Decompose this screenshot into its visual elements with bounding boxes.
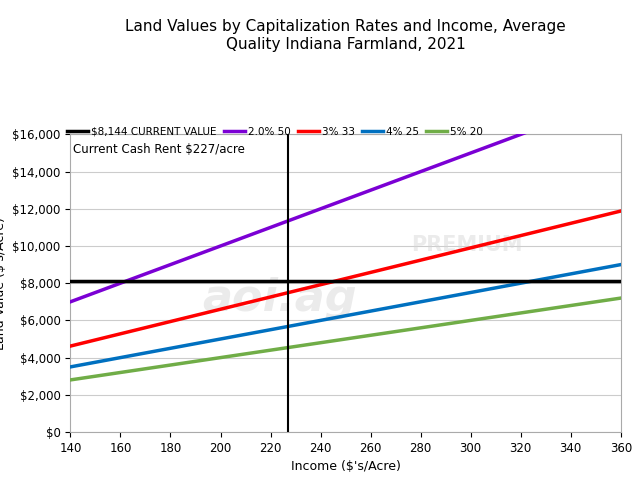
Text: Land Values by Capitalization Rates and Income, Average
Quality Indiana Farmland: Land Values by Capitalization Rates and … — [125, 19, 566, 52]
Text: aoi.ag: aoi.ag — [202, 276, 357, 320]
Legend: $8,144 CURRENT VALUE, 2.0% 50, 3% 33, 4% 25, 5% 20: $8,144 CURRENT VALUE, 2.0% 50, 3% 33, 4%… — [63, 123, 487, 141]
Text: Current Cash Rent $227/acre: Current Cash Rent $227/acre — [73, 144, 244, 156]
Y-axis label: Land Value ($'s/Acre): Land Value ($'s/Acre) — [0, 217, 7, 349]
Text: PREMIUM: PREMIUM — [411, 235, 522, 254]
X-axis label: Income ($'s/Acre): Income ($'s/Acre) — [291, 460, 401, 473]
